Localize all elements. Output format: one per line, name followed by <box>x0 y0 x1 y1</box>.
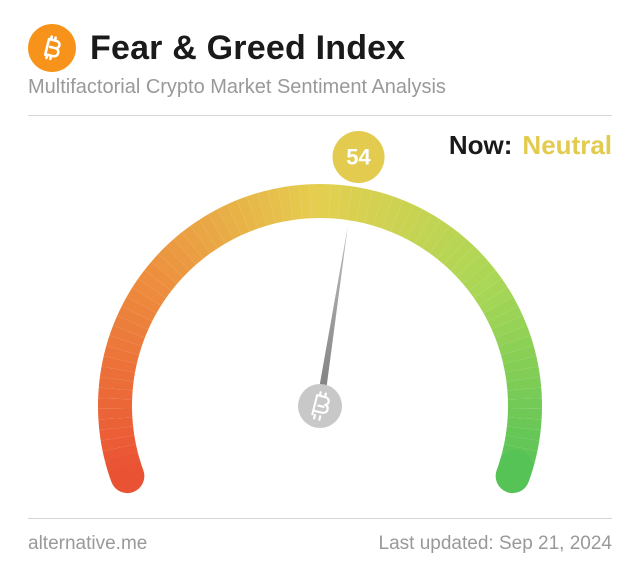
gauge-area: Now: Neutral 54 <box>28 116 612 518</box>
footer: alternative.me Last updated: Sep 21, 202… <box>28 519 612 555</box>
gauge-chart: 54 <box>40 116 600 496</box>
bitcoin-icon <box>28 24 76 72</box>
title-block: Fear & Greed Index <box>90 29 405 68</box>
footer-updated-date: Sep 21, 2024 <box>499 533 612 554</box>
footer-updated-prefix: Last updated: <box>379 533 499 554</box>
header: Fear & Greed Index <box>28 24 612 72</box>
now-value: Neutral <box>522 130 612 161</box>
svg-text:54: 54 <box>346 144 371 169</box>
footer-source: alternative.me <box>28 533 147 555</box>
now-row: Now: Neutral <box>449 130 612 161</box>
footer-updated: Last updated: Sep 21, 2024 <box>379 533 612 555</box>
now-label: Now: <box>449 130 513 161</box>
page-title: Fear & Greed Index <box>90 29 405 68</box>
bitcoin-glyph <box>37 33 67 63</box>
page-subtitle: Multifactorial Crypto Market Sentiment A… <box>28 76 612 99</box>
